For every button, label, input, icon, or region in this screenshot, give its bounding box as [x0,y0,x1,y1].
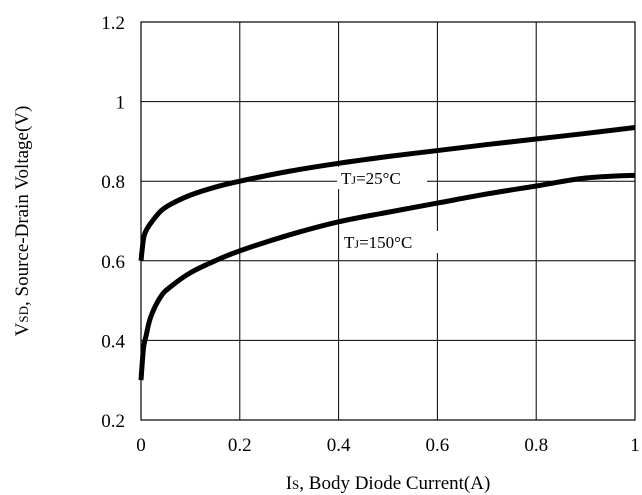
annotation-tj-25c-sub: J [351,173,356,187]
x-axis-title: IS, Body Diode Current(A) [286,473,491,494]
y-axis-title: VSD, Source-Drain Voltage(V) [12,106,33,337]
series-tj-25c [138,124,636,262]
grid [140,21,636,421]
x-tick-label: 0.6 [426,435,450,456]
series-tj-150c [138,172,636,381]
curves [138,124,636,381]
annotation-tj-25c-main: T [341,169,352,188]
x-axis-title-rest: , Body Diode Current(A) [299,473,490,494]
x-tick-label: 0 [136,435,146,456]
annotation-tj-150c-main: T [344,233,355,252]
annotation-bg-25c [337,167,427,189]
y-tick-label: 1 [116,93,126,114]
x-tick-label: 0.8 [524,435,548,456]
y-tick-label: 0.2 [101,411,125,432]
y-axis-title-rest: , Source-Drain Voltage(V) [12,106,33,306]
y-tick-label: 1.2 [101,13,125,34]
x-tick-label: 0.2 [228,435,252,456]
y-axis-title-main: V [12,322,33,336]
annotation-tj-150c-rest: =150°C [359,233,412,252]
x-tick-labels: 0 0.2 0.4 0.6 0.8 1 [136,435,640,456]
y-axis-title-sub: SD [16,306,31,323]
y-tick-label: 0.4 [101,331,125,352]
x-axis-title-sub: S [292,477,299,492]
y-tick-labels: 0.2 0.4 0.6 0.8 1 1.2 [101,13,125,432]
x-tick-label: 0.4 [327,435,351,456]
annotation-tj-150c-sub: J [354,237,359,251]
annotation-bg-150c [341,231,439,253]
plot-frame [140,21,636,421]
annotation-tj-150c: TJ=150°C [344,233,412,252]
x-axis-title-main: I [286,473,292,494]
annotation-tj-25c: TJ=25°C [341,169,401,188]
x-tick-label: 1 [630,435,640,456]
annotation-tj-25c-rest: =25°C [356,169,401,188]
y-tick-label: 0.6 [101,252,125,273]
y-tick-label: 0.8 [101,172,125,193]
